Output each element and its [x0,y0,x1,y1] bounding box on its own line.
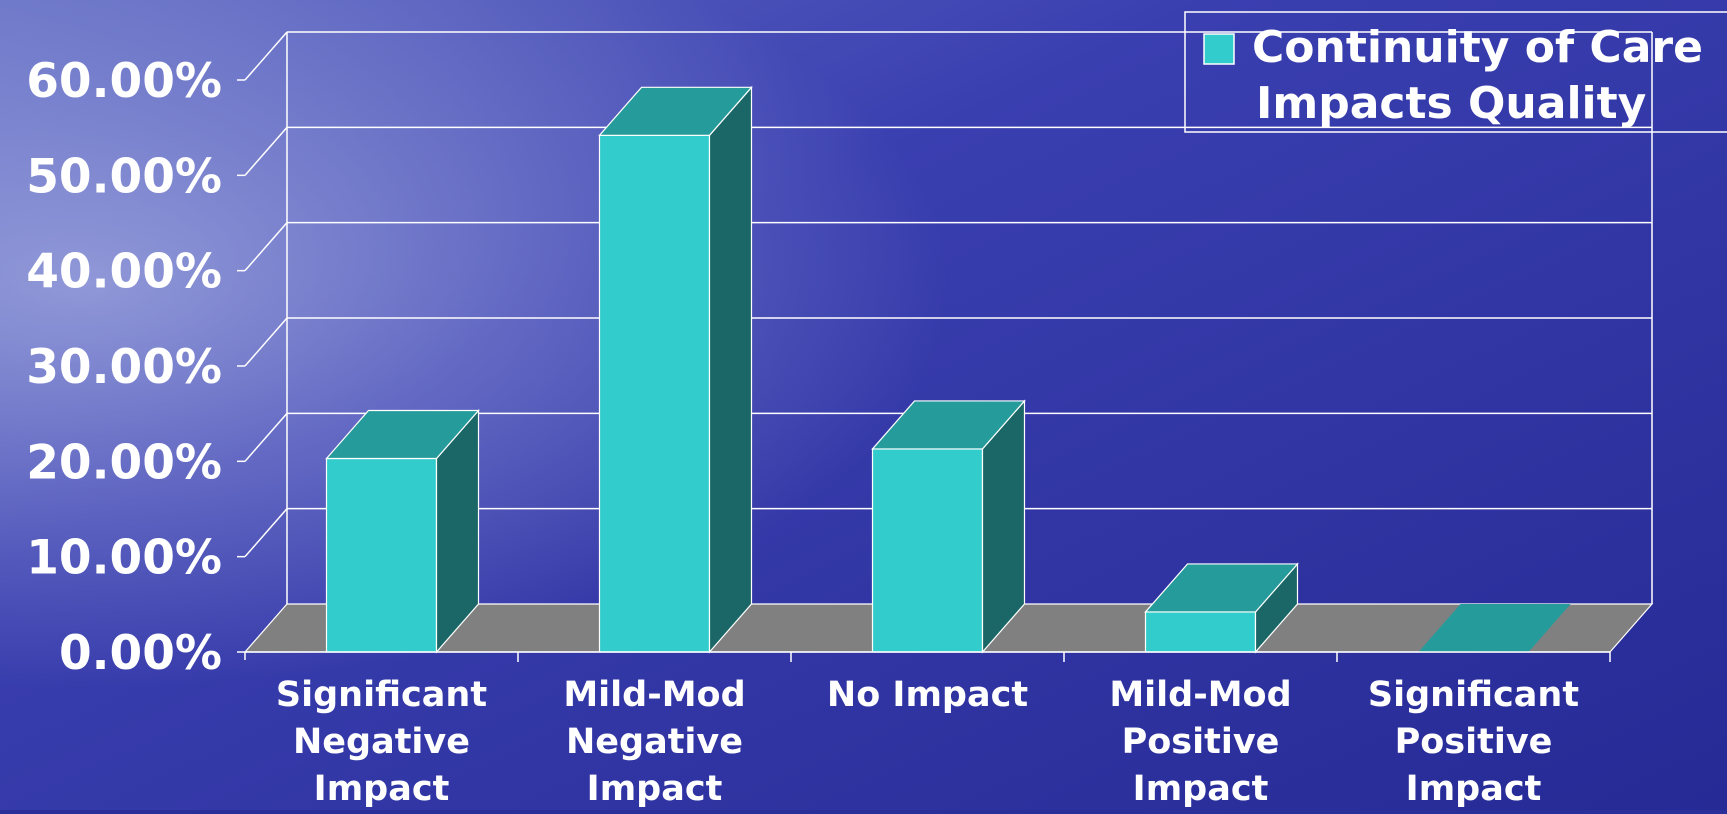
bar-top [598,86,753,136]
x-tick-label: Significant Positive Impact [1368,675,1579,809]
bar-top [871,400,1026,450]
bar [325,408,480,654]
x-tick-label: Significant Negative Impact [276,675,487,809]
side-gridline [244,317,288,367]
side-gridline [244,126,288,176]
x-tick-label: No Impact [827,675,1028,715]
y-tick-label: 60.00% [26,54,222,109]
bar-front [1144,611,1257,653]
legend-box [1184,11,1727,133]
bar-front [871,448,984,653]
bar-side [708,85,753,654]
side-gridline [244,31,288,81]
bar [871,399,1026,654]
x-tick-label: Mild-Mod Positive Impact [1109,675,1291,809]
bar-top [1144,563,1299,613]
legend-label-line-1: Continuity of Care [1252,22,1703,73]
legend: Continuity of Care Impacts Quality [1184,11,1727,133]
side-gridline [244,508,288,558]
bar-top [325,409,480,460]
y-tick-label: 30.00% [26,340,222,395]
side-gridline [244,412,288,462]
y-tick-label: 0.00% [59,626,222,681]
bar [1144,562,1299,654]
legend-label-line-2: Impacts Quality [1256,78,1646,129]
y-tick-label: 20.00% [26,435,222,490]
bar-top [1418,604,1571,652]
bar [1418,604,1571,652]
bar-front [325,457,438,653]
legend-swatch [1203,33,1235,65]
y-tick-label: 40.00% [26,245,222,300]
bar [598,85,753,654]
x-tick-label: Mild-Mod Negative Impact [563,675,745,809]
y-tick-label: 10.00% [26,531,222,586]
y-tick-label: 50.00% [26,149,222,204]
bar-front [598,134,711,653]
side-gridline [244,222,288,272]
